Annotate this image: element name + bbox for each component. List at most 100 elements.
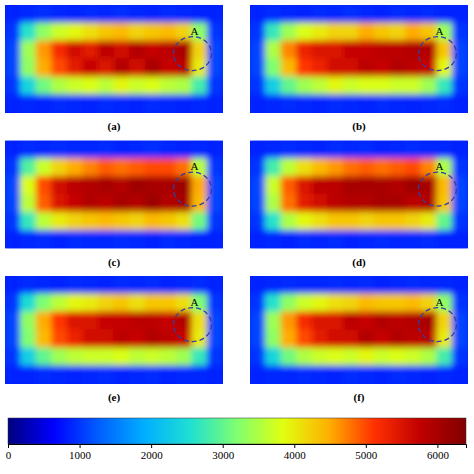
heat-cell: [312, 41, 329, 60]
heat-cell: [405, 276, 422, 295]
heat-cell: [265, 276, 282, 295]
heat-cell: [436, 366, 453, 385]
heat-cell: [36, 176, 53, 195]
heat-cell: [312, 23, 329, 42]
heat-cell: [265, 23, 282, 42]
heat-cell: [296, 176, 313, 195]
heat-cell: [160, 366, 177, 385]
heat-cell: [343, 176, 360, 195]
heat-cell: [51, 59, 68, 78]
heat-cell: [343, 312, 360, 331]
heat-cell: [36, 330, 53, 349]
heat-cell: [359, 176, 376, 195]
heat-cell: [67, 77, 84, 96]
heat-cell: [207, 23, 223, 42]
heat-cell: [20, 5, 37, 24]
heat-cell: [265, 330, 282, 349]
heat-cell: [207, 95, 223, 114]
heat-cell: [114, 5, 131, 24]
heat-cell: [374, 348, 391, 367]
heat-cell: [312, 5, 329, 24]
heat-cell: [129, 366, 146, 385]
tick: 5000: [355, 444, 378, 461]
heat-cell: [82, 276, 99, 295]
heat-cell: [98, 330, 115, 349]
heat-cell: [129, 77, 146, 96]
heat-cell: [312, 212, 329, 231]
heat-cell: [250, 230, 266, 249]
heat-cell: [129, 158, 146, 177]
heat-cell: [296, 276, 313, 295]
heat-cell: [296, 212, 313, 231]
heat-cell: [145, 366, 162, 385]
heat-cell: [265, 77, 282, 96]
heat-cell: [5, 77, 21, 96]
tick: 0: [6, 444, 12, 461]
heat-cell: [390, 348, 407, 367]
heat-cell: [327, 230, 344, 249]
heat-cell: [359, 158, 376, 177]
heat-cell: [405, 77, 422, 96]
heat-cell: [436, 141, 453, 160]
heat-cell: [5, 366, 21, 385]
heat-cell: [145, 194, 162, 213]
heat-cell: [281, 77, 298, 96]
heat-cell: [145, 348, 162, 367]
heat-cell: [281, 176, 298, 195]
heat-cell: [250, 141, 266, 160]
heat-cell: [374, 5, 391, 24]
heat-cell: [452, 77, 468, 96]
heat-cell: [5, 348, 21, 367]
heat-cell: [421, 77, 438, 96]
heat-cell: [390, 141, 407, 160]
heat-cell: [114, 212, 131, 231]
heat-cell: [114, 41, 131, 60]
heat-cell: [374, 212, 391, 231]
heat-cell: [20, 294, 37, 313]
heat-cell: [421, 276, 438, 295]
tick-label: 0: [6, 449, 12, 461]
heat-cell: [281, 158, 298, 177]
heat-cell: [114, 158, 131, 177]
heat-cell: [327, 176, 344, 195]
heat-cell: [296, 230, 313, 249]
heat-cell: [390, 294, 407, 313]
heat-cell: [421, 5, 438, 24]
heat-cell: [176, 176, 193, 195]
heat-cell: [191, 77, 208, 96]
heat-cell: [359, 276, 376, 295]
heat-cell: [296, 95, 313, 114]
heat-cell: [296, 41, 313, 60]
colorbar: [8, 418, 466, 444]
tick-mark: [8, 444, 9, 448]
annotation-label: A: [191, 296, 199, 308]
heat-cell: [250, 95, 266, 114]
annotation-label: A: [436, 296, 444, 308]
heat-cell: [436, 95, 453, 114]
cells: [250, 276, 468, 384]
tick-label: 6000: [427, 449, 450, 461]
panel: A(c): [5, 140, 224, 269]
heat-cell: [36, 77, 53, 96]
panel: A(b): [250, 5, 469, 134]
heat-cell: [436, 158, 453, 177]
heat-cell: [176, 276, 193, 295]
heat-cell: [374, 41, 391, 60]
heat-cell: [114, 141, 131, 160]
cells: [250, 5, 468, 113]
heat-cell: [36, 230, 53, 249]
heat-cell: [390, 95, 407, 114]
heat-cell: [51, 41, 68, 60]
heat-cell: [343, 77, 360, 96]
annotation-label: A: [191, 25, 199, 37]
heat-cell: [5, 41, 21, 60]
panel: A(f): [250, 276, 469, 405]
heat-cell: [436, 176, 453, 195]
heat-cell: [191, 176, 208, 195]
heat-cell: [312, 312, 329, 331]
cells: [5, 141, 223, 249]
heat-cell: [452, 348, 468, 367]
heat-cell: [176, 330, 193, 349]
heat-cell: [98, 77, 115, 96]
heat-cell: [265, 95, 282, 114]
